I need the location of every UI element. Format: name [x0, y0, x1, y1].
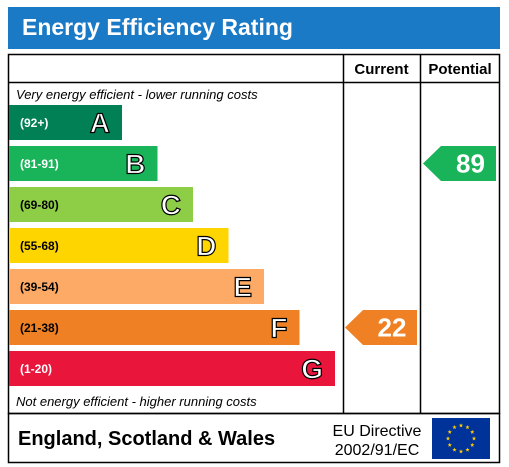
band-g-range: (1-20)	[20, 362, 52, 376]
region-label: England, Scotland & Wales	[18, 428, 275, 450]
eu-star-icon	[465, 424, 470, 430]
bottom-note: Not energy efficient - higher running co…	[16, 394, 257, 409]
eu-star-icon	[447, 442, 452, 447]
eu-star-icon	[447, 429, 452, 434]
band-d-bar	[9, 228, 229, 263]
directive-line-1: EU Directive	[333, 423, 422, 440]
band-e-range: (39-54)	[20, 280, 59, 294]
band-f-bar	[9, 310, 300, 345]
potential-rating-arrow	[423, 146, 496, 181]
band-f-letter: F	[270, 313, 287, 344]
band-c-range: (69-80)	[20, 198, 59, 212]
rating-markers: 22 89	[345, 146, 496, 345]
band-b-bar	[9, 146, 158, 181]
band-e-letter: E	[233, 272, 252, 303]
band-c-bar	[9, 187, 193, 222]
title-bar: Energy Efficiency Rating	[8, 7, 500, 49]
eu-star-icon	[452, 447, 457, 452]
footer-frame	[7, 412, 501, 464]
rating-bands: (92+) A (81-91) B (69-80) C (55-68) D (39-54) E (2…	[9, 105, 335, 386]
band-g-bar	[9, 351, 335, 386]
band-e-bar	[9, 269, 264, 304]
band-g-letter: G	[301, 354, 323, 385]
band-b-range: (81-91)	[20, 157, 59, 171]
chart-title: Energy Efficiency Rating	[22, 14, 293, 40]
band-a-bar	[9, 105, 122, 140]
eu-star-icon	[445, 436, 451, 441]
band-d-range: (55-68)	[20, 239, 59, 253]
current-rating-arrow	[345, 310, 417, 345]
eu-star-icon	[471, 436, 477, 441]
directive-line-2: 2002/91/EC	[335, 442, 420, 459]
band-f-range: (21-38)	[20, 321, 59, 335]
band-b-letter: B	[125, 149, 145, 180]
eu-star-icon	[458, 449, 464, 454]
eu-star-icon	[465, 447, 470, 452]
band-a-range: (92+)	[20, 116, 48, 130]
eu-star-icon	[470, 429, 475, 434]
current-column-header: Current	[354, 61, 408, 78]
eu-star-icon	[458, 423, 464, 428]
band-c-letter: C	[161, 190, 181, 221]
eu-star-icon	[470, 442, 475, 447]
potential-column-header: Potential	[428, 61, 491, 78]
band-d-letter: D	[196, 231, 216, 262]
eu-flag-icon	[432, 418, 490, 459]
potential-rating-value: 89	[456, 149, 485, 179]
top-note: Very energy efficient - lower running co…	[16, 87, 258, 102]
eu-star-icon	[452, 424, 457, 430]
band-a-letter: A	[90, 108, 110, 139]
current-rating-value: 22	[378, 313, 407, 343]
